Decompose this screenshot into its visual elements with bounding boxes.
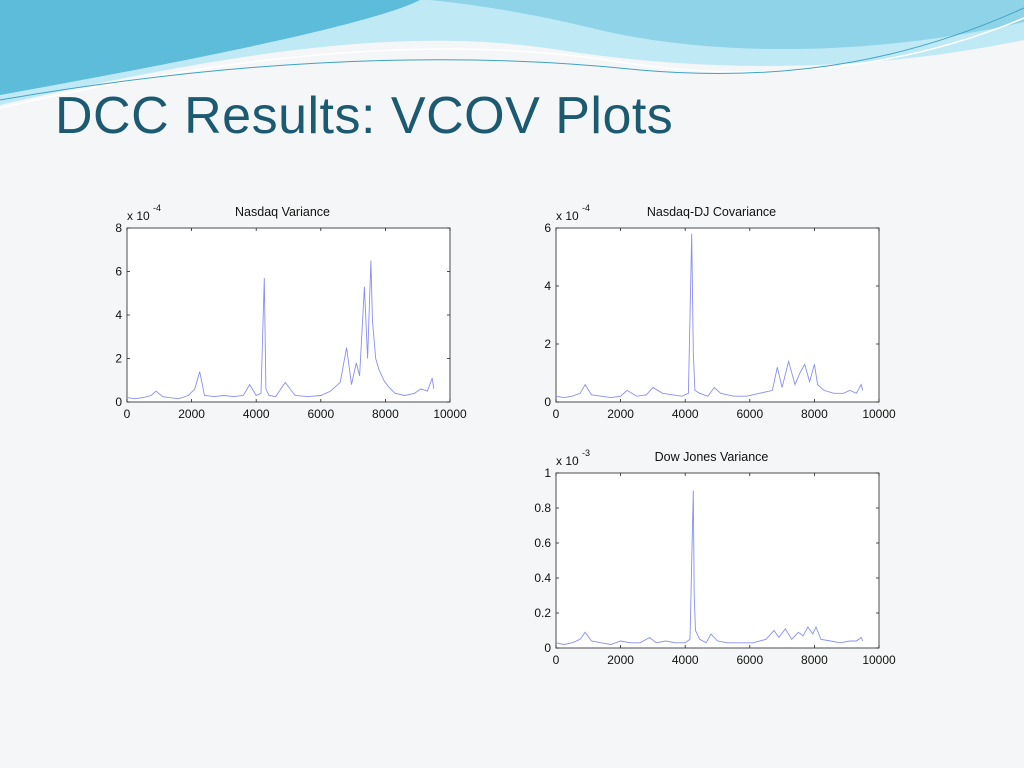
x-tick-label: 2000 [607,653,634,667]
x-tick-label: 0 [553,653,560,667]
x-tick-label: 0 [553,407,560,421]
exponent-label: x 10 [556,209,579,223]
plot-area [555,227,880,403]
wave-dark-band [0,0,420,95]
series-line [555,233,864,399]
y-tick-label: 0.6 [534,536,551,550]
x-tick-label: 10000 [433,407,467,421]
series-line [126,260,435,400]
chart-title: Nasdaq Variance [235,205,330,219]
chart-title: Dow Jones Variance [655,450,769,464]
x-tick-label: 2000 [607,407,634,421]
exponent-label: x 10 [556,454,579,468]
series-line [555,490,864,645]
x-tick-label: 10000 [862,653,896,667]
x-tick-label: 8000 [801,653,828,667]
exponent-superscript: -3 [582,448,590,458]
y-tick-label: 0.8 [534,501,551,515]
x-tick-label: 10000 [862,407,896,421]
y-tick-label: 4 [115,308,122,322]
x-tick-label: 6000 [736,407,763,421]
slide-title: DCC Results: VCOV Plots [55,87,674,145]
y-tick-label: 6 [115,265,122,279]
y-tick-label: 8 [115,221,122,235]
x-tick-label: 4000 [243,407,270,421]
exponent-superscript: -4 [582,203,590,213]
x-tick-label: 6000 [736,653,763,667]
exponent-superscript: -4 [153,203,161,213]
wave-line-1 [0,17,1024,109]
y-tick-label: 4 [544,279,551,293]
y-tick-label: 0.2 [534,606,551,620]
y-tick-label: 0 [544,641,551,655]
x-tick-label: 4000 [672,407,699,421]
x-tick-label: 8000 [801,407,828,421]
exponent-label: x 10 [127,209,150,223]
x-tick-label: 0 [124,407,131,421]
plot-area [555,472,880,649]
chart-title: Nasdaq-DJ Covariance [647,205,776,219]
y-tick-label: 0.4 [534,571,551,585]
y-tick-label: 0 [544,395,551,409]
x-tick-label: 6000 [307,407,334,421]
y-tick-label: 2 [115,352,122,366]
x-tick-label: 4000 [672,653,699,667]
wave-mid-band [430,0,1024,50]
x-tick-label: 8000 [372,407,399,421]
y-tick-label: 1 [544,466,551,480]
plot-area [126,227,451,403]
wave-line-2 [0,7,1024,101]
y-tick-label: 0 [115,395,122,409]
y-tick-label: 2 [544,337,551,351]
x-tick-label: 2000 [178,407,205,421]
y-tick-label: 6 [544,221,551,235]
